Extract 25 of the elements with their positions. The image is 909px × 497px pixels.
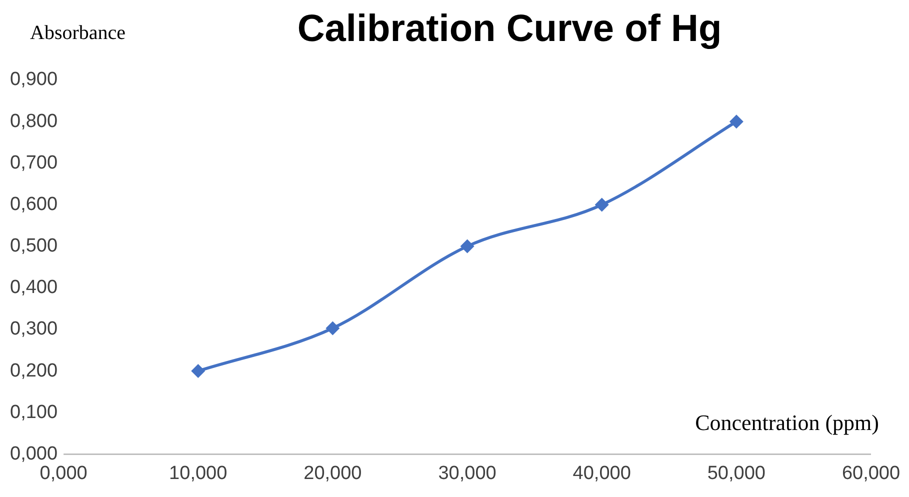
chart-title: Calibration Curve of Hg xyxy=(297,8,722,50)
x-tick-label: 40,000 xyxy=(572,462,631,484)
point xyxy=(460,239,474,254)
y-tick-label: 0,900 xyxy=(10,69,58,90)
point xyxy=(729,114,744,129)
x-tick-label: 20,000 xyxy=(304,462,362,484)
y-tick-label: 0,100 xyxy=(10,402,58,423)
point xyxy=(191,364,206,378)
x-tick-label: 0,000 xyxy=(40,462,88,484)
point xyxy=(594,198,609,212)
point xyxy=(326,321,340,336)
x-tick-label: 50,000 xyxy=(707,462,766,484)
x-tick-label: 10,000 xyxy=(169,462,228,484)
y-tick-label: 0,500 xyxy=(10,236,58,257)
x-tick-label: 60,000 xyxy=(842,462,900,484)
x-axis-title: Concentration (ppm) xyxy=(695,410,879,436)
y-tick-label: 0,400 xyxy=(10,277,58,298)
y-tick-label: 0,000 xyxy=(10,443,58,464)
y-tick-label: 0,600 xyxy=(10,194,58,215)
y-tick-label: 0,300 xyxy=(10,318,58,340)
y-tick-label: 0,800 xyxy=(10,110,58,132)
x-tick-label: 30,000 xyxy=(438,462,496,484)
y-tick-label: 0,200 xyxy=(10,360,58,382)
y-axis-title: Absorbance xyxy=(30,22,126,45)
y-tick-label: 0,700 xyxy=(10,152,58,174)
